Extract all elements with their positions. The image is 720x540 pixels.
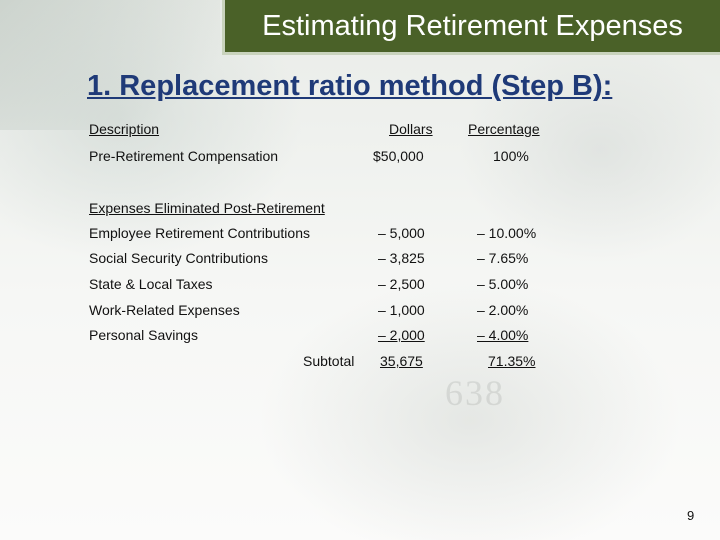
currency-bill-image bbox=[0, 0, 220, 130]
pre-retirement-dollars: $50,000 bbox=[373, 148, 424, 164]
row-label: Work-Related Expenses bbox=[89, 302, 240, 318]
row-percentage: – 10.00% bbox=[477, 225, 537, 241]
section-heading-main: 1. Replacement ratio method (Step B): bbox=[87, 70, 613, 102]
row-label: State & Local Taxes bbox=[89, 276, 213, 292]
pre-retirement-label: Pre-Retirement Compensation bbox=[89, 148, 279, 164]
row-dollars: – 5,000 bbox=[378, 225, 425, 241]
row-label: Employee Retirement Contributions bbox=[89, 225, 310, 241]
row-percentage: – 2.00% bbox=[477, 302, 529, 318]
row-dollars: – 2,500 bbox=[378, 276, 425, 292]
row-percentage: – 4.00% bbox=[477, 327, 529, 343]
subtotal-label: Subtotal bbox=[303, 353, 355, 369]
row-dollars: – 2,000 bbox=[378, 327, 425, 343]
row-percentage: – 5.00% bbox=[477, 276, 529, 292]
row-label: Personal Savings bbox=[89, 327, 198, 343]
pre-retirement-percentage: 100% bbox=[493, 148, 529, 164]
subtotal-dollars: 35,675 bbox=[380, 353, 423, 369]
slide-title: Estimating Retirement Expenses bbox=[262, 9, 683, 42]
column-header-percentage: Percentage bbox=[468, 121, 540, 137]
subtotal-percentage: 71.35% bbox=[488, 353, 536, 369]
row-dollars: – 1,000 bbox=[378, 302, 425, 318]
expenses-eliminated-heading: Expenses Eliminated Post-Retirement bbox=[89, 200, 325, 216]
row-dollars: – 3,825 bbox=[378, 250, 425, 266]
title-bar: Estimating Retirement Expenses bbox=[222, 0, 720, 55]
column-header-description: Description bbox=[89, 121, 160, 137]
row-percentage: – 7.65% bbox=[477, 250, 529, 266]
page-number: 9 bbox=[687, 508, 695, 523]
background-serial-decoration: 638 bbox=[445, 373, 505, 413]
row-label: Social Security Contributions bbox=[89, 250, 268, 266]
column-header-dollars: Dollars bbox=[389, 121, 433, 137]
